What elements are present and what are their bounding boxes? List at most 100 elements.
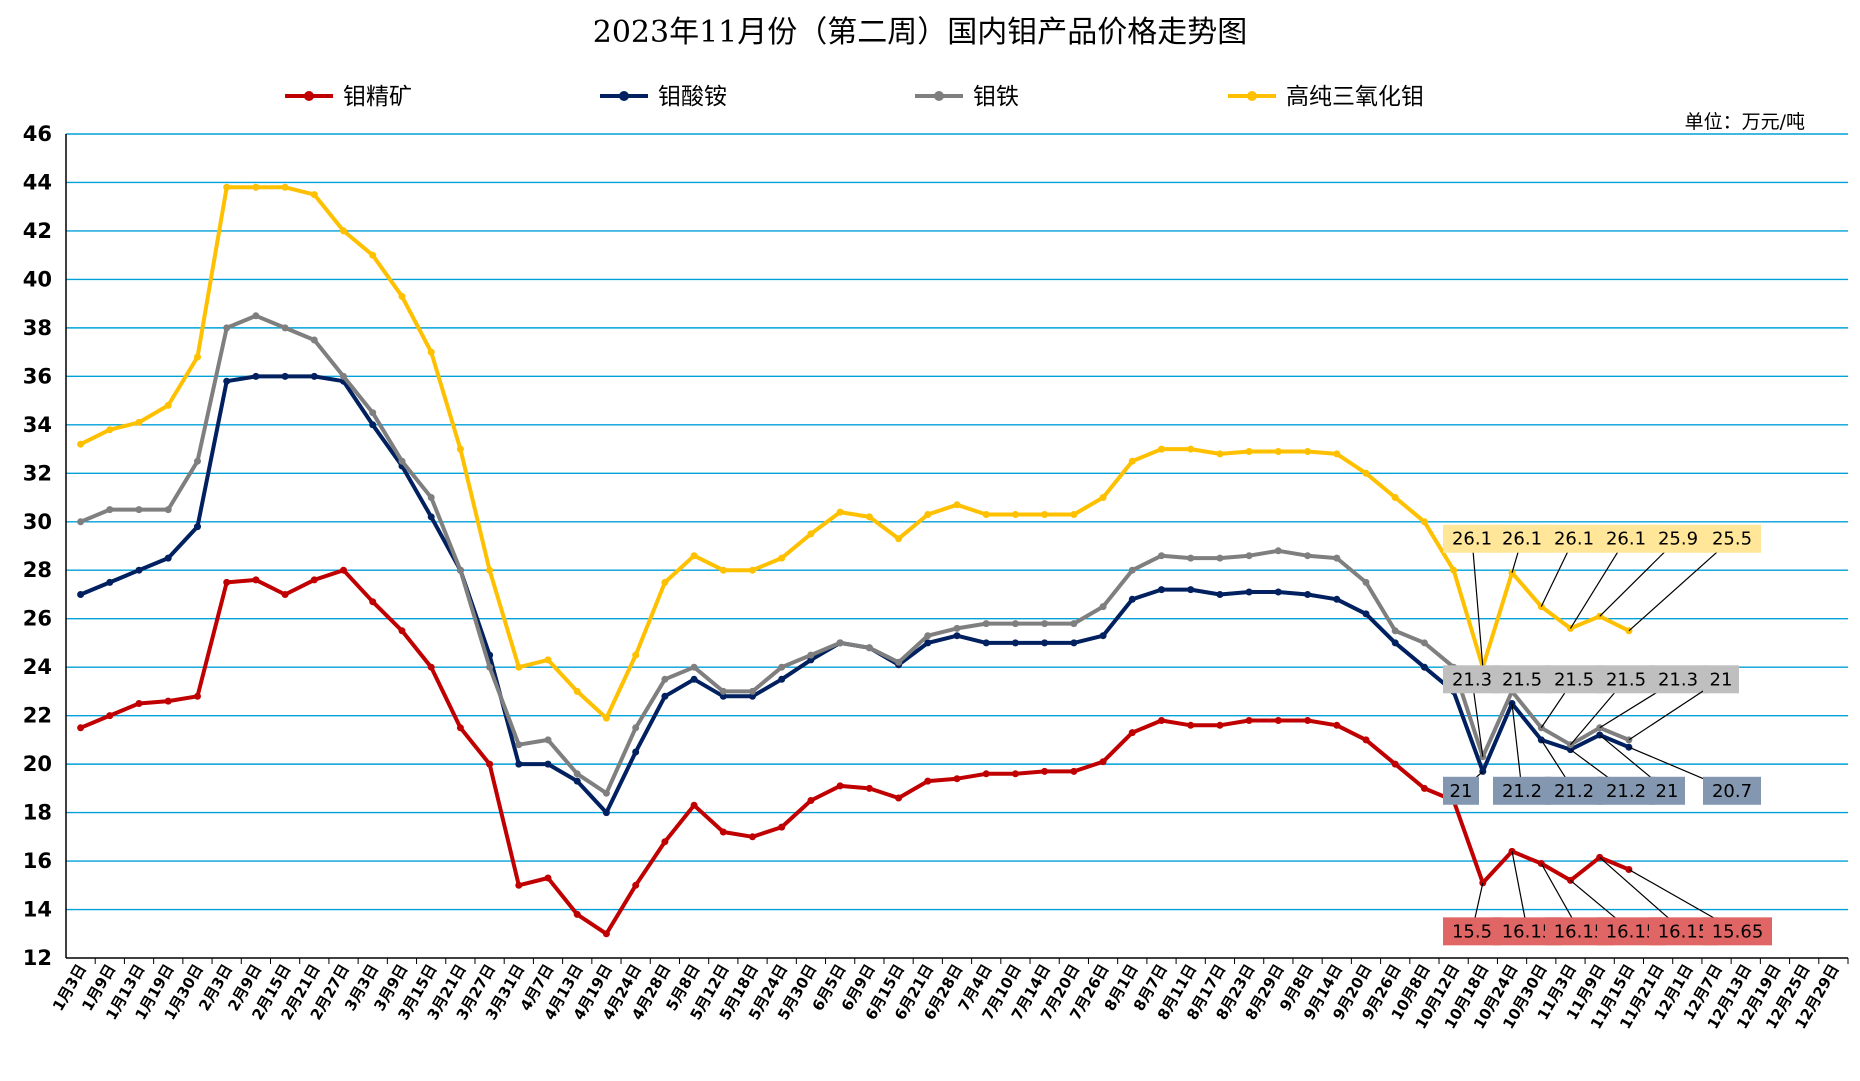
data-point xyxy=(749,833,756,841)
data-label: 21.5 xyxy=(1502,669,1542,690)
data-point xyxy=(982,639,990,647)
data-point xyxy=(690,552,698,560)
data-callouts: 26.1 26.1 26.1 26.1 25.9 25.5 21.3 21.5 21.5 21.5… xyxy=(1443,524,1772,946)
data-point xyxy=(1245,588,1253,596)
data-point xyxy=(1333,450,1341,458)
data-point xyxy=(486,566,494,574)
callout-box xyxy=(1443,776,1479,805)
data-point xyxy=(310,191,318,199)
data-label: 21.2 xyxy=(1554,781,1594,802)
data-point xyxy=(135,566,143,574)
series-钼铁 xyxy=(77,312,1633,797)
data-point xyxy=(252,576,260,584)
data-point xyxy=(1420,784,1428,792)
data-point xyxy=(719,828,727,836)
data-point xyxy=(1128,729,1136,737)
data-point xyxy=(369,598,377,606)
data-point xyxy=(398,292,406,300)
data-point xyxy=(194,523,201,531)
data-point xyxy=(1274,717,1282,724)
data-point xyxy=(1187,445,1195,453)
data-point xyxy=(1508,700,1516,707)
data-label: 26.1 xyxy=(1502,529,1542,550)
y-tick-label: 16 xyxy=(23,849,52,873)
callout-box xyxy=(1443,917,1501,946)
data-point xyxy=(1070,767,1078,775)
data-label: 26.1 xyxy=(1452,529,1492,550)
data-label: 26.1 xyxy=(1606,529,1646,550)
data-point xyxy=(1304,717,1312,724)
data-point xyxy=(1158,717,1165,724)
y-tick-label: 34 xyxy=(23,413,52,437)
data-point xyxy=(369,421,377,429)
data-label: 21.5 xyxy=(1554,669,1594,690)
data-label: 16.15 xyxy=(1606,921,1658,942)
data-point xyxy=(1216,721,1224,729)
series-line xyxy=(79,313,1630,796)
data-point xyxy=(807,651,815,659)
callout-leader xyxy=(1628,538,1733,632)
data-point xyxy=(573,770,581,778)
data-point xyxy=(924,639,932,647)
data-label: 21.5 xyxy=(1606,669,1646,690)
callout-box xyxy=(1443,665,1501,694)
data-point xyxy=(661,838,669,846)
y-tick-label: 22 xyxy=(23,704,52,728)
data-point xyxy=(1011,620,1019,628)
y-tick-label: 24 xyxy=(23,655,52,679)
data-point xyxy=(1362,736,1370,744)
data-point xyxy=(719,687,727,695)
data-point xyxy=(515,741,523,749)
data-point xyxy=(807,656,815,664)
y-tick-label: 40 xyxy=(23,267,52,291)
legend-label: 钼酸铵 xyxy=(658,84,727,110)
y-tick-label: 38 xyxy=(23,316,52,340)
data-point xyxy=(1128,595,1136,603)
data-point xyxy=(573,687,581,695)
callout-box xyxy=(1649,776,1685,805)
y-tick-label: 44 xyxy=(23,170,52,194)
data-point xyxy=(1099,603,1107,611)
y-tick-label: 28 xyxy=(23,558,52,582)
data-point xyxy=(164,554,172,562)
data-point xyxy=(602,930,610,938)
callout-box xyxy=(1703,776,1761,805)
data-point xyxy=(895,658,903,666)
callout-box xyxy=(1597,665,1655,694)
y-tick-label: 46 xyxy=(23,122,52,146)
data-label: 21.3 xyxy=(1658,669,1698,690)
y-tick-label: 26 xyxy=(23,607,52,631)
data-point xyxy=(310,336,318,344)
data-point xyxy=(982,511,990,518)
data-point xyxy=(1245,552,1253,560)
data-point xyxy=(1011,511,1019,518)
gridlines xyxy=(66,133,1848,911)
data-point xyxy=(895,794,903,802)
data-point xyxy=(252,312,260,320)
data-point xyxy=(369,251,377,259)
data-point xyxy=(1245,448,1253,455)
data-point xyxy=(164,401,172,409)
callout-group-钼铁: 21.3 21.5 21.5 21.5 21.3 21 xyxy=(1443,665,1739,757)
data-point xyxy=(1216,450,1224,458)
data-point xyxy=(1304,552,1312,560)
data-point xyxy=(1216,554,1224,562)
data-point xyxy=(1391,627,1399,635)
data-point xyxy=(1333,721,1341,729)
data-point xyxy=(1011,770,1019,778)
data-point xyxy=(194,353,201,361)
data-point xyxy=(281,591,289,598)
data-point xyxy=(807,797,815,804)
legend-label: 钼精矿 xyxy=(343,84,412,110)
axes xyxy=(65,134,1849,964)
data-label: 21.2 xyxy=(1502,781,1542,802)
data-point xyxy=(924,632,932,640)
data-point xyxy=(427,348,435,356)
data-point xyxy=(164,506,172,514)
data-point xyxy=(602,714,610,722)
data-point xyxy=(544,736,552,744)
data-point xyxy=(223,183,231,191)
callout-box xyxy=(1703,665,1739,694)
data-point xyxy=(632,724,640,732)
